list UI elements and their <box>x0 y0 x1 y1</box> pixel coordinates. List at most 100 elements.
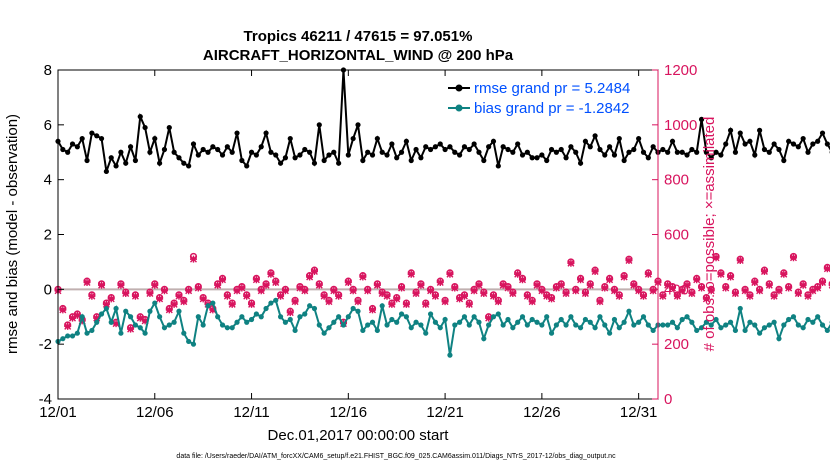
rmse-point <box>331 149 337 155</box>
rmse-point <box>461 144 468 150</box>
rmse-point <box>645 155 651 161</box>
obs-assimilated-point <box>64 322 72 330</box>
obs-assimilated-point <box>189 255 197 263</box>
obs-assimilated-point <box>398 284 406 292</box>
obs-assimilated-point <box>712 254 720 262</box>
obs-assimilated-point <box>267 270 275 278</box>
rmse-point <box>205 149 211 155</box>
obs-assimilated-point <box>301 287 309 295</box>
obs-assimilated-point <box>117 281 125 289</box>
bias-point <box>331 319 337 325</box>
obs-assimilated-point <box>412 289 420 297</box>
y-right-tick-label: 600 <box>664 227 689 244</box>
bias-point <box>253 311 259 317</box>
rmse-point <box>660 146 666 153</box>
rmse-point <box>307 149 313 155</box>
obs-assimilated-point <box>257 287 265 295</box>
rmse-point <box>674 149 680 155</box>
obs-assimilated-point <box>369 306 377 314</box>
x-tick-label: 12/06 <box>136 404 174 421</box>
rmse-point <box>466 146 472 153</box>
y-axis-right-label: # of obs: o=possible; ×=assimilated <box>701 117 718 352</box>
bias-point <box>398 311 405 317</box>
obs-assimilated-point <box>136 314 144 322</box>
bias-point <box>674 325 680 331</box>
bias-point <box>263 305 269 312</box>
rmse-point <box>282 155 289 161</box>
legend-bias-marker <box>455 104 463 112</box>
obs-assimilated-point <box>562 289 570 297</box>
obs-assimilated-point <box>194 284 202 292</box>
y-tick-label: -2 <box>39 336 52 353</box>
obs-assimilated-point <box>504 284 512 292</box>
y-axis-left: -4 -2 0 2 4 6 8 <box>39 62 64 408</box>
rmse-point <box>287 135 293 142</box>
bias-point <box>515 319 521 325</box>
bias-point <box>408 325 414 331</box>
rmse-point <box>669 138 676 144</box>
bias-point <box>84 330 90 336</box>
bias-point <box>403 314 409 320</box>
rmse-point <box>427 146 434 153</box>
bias-point <box>379 303 385 309</box>
bias-point <box>737 305 743 312</box>
rmse-point <box>277 160 284 166</box>
rmse-point <box>824 141 830 147</box>
obs-assimilated-point <box>344 278 352 286</box>
y-tick-label: 2 <box>44 227 52 244</box>
rmse-point <box>723 141 729 147</box>
obs-assimilated-point <box>538 287 546 295</box>
bias-point <box>611 316 618 323</box>
rmse-point <box>747 138 753 144</box>
obs-assimilated-point <box>625 257 633 265</box>
rmse-point <box>118 149 124 155</box>
bias-point <box>684 314 690 320</box>
bias-point <box>282 319 289 325</box>
obs-assimilated-point <box>514 270 522 278</box>
bias-point <box>432 319 439 325</box>
rmse-point <box>263 130 269 136</box>
rmse-point <box>408 157 414 164</box>
bias-point <box>326 325 332 331</box>
rmse-point <box>176 155 182 161</box>
chart-title: Tropics 46211 / 47615 = 97.051% <box>244 28 473 45</box>
bias-point <box>123 308 129 314</box>
obs-assimilated-point <box>814 284 822 292</box>
x-tick-label: 12/01 <box>39 404 77 421</box>
obs-assimilated-point <box>809 287 817 295</box>
obs-assimilated-point <box>69 314 77 322</box>
rmse-point <box>800 135 806 142</box>
y-right-tick-label: 400 <box>664 281 689 298</box>
bias-point <box>234 319 240 325</box>
obs-assimilated-point <box>465 300 473 308</box>
rmse-point <box>505 146 511 153</box>
rmse-point <box>621 157 627 164</box>
bias-point <box>781 322 787 328</box>
rmse-point <box>786 138 792 144</box>
bias-point <box>442 316 448 323</box>
rmse-point <box>365 149 371 155</box>
bias-point <box>805 316 811 323</box>
bias-point <box>365 322 371 328</box>
bias-point <box>665 322 671 328</box>
bias-point <box>302 311 308 317</box>
obs-assimilated-point <box>354 298 362 306</box>
rmse-point <box>302 146 308 153</box>
rmse-point <box>403 138 409 144</box>
bias-point <box>819 322 826 328</box>
rmse-point <box>113 163 119 169</box>
obs-assimilated-point <box>630 281 638 289</box>
rmse-point <box>65 149 71 155</box>
obs-assimilated-point <box>320 292 328 300</box>
y-tick-label: 6 <box>44 117 52 134</box>
obs-assimilated-point <box>523 292 531 300</box>
bias-point <box>437 325 443 331</box>
bias-point <box>626 308 632 314</box>
x-axis-label: Dec.01,2017 00:00:00 start <box>268 427 450 444</box>
bias-point <box>94 319 100 325</box>
obs-assimilated-point <box>494 298 502 306</box>
obs-assimilated-point <box>741 287 749 295</box>
rmse-point <box>142 124 148 131</box>
bias-point <box>418 322 424 328</box>
bias-point <box>616 325 622 331</box>
